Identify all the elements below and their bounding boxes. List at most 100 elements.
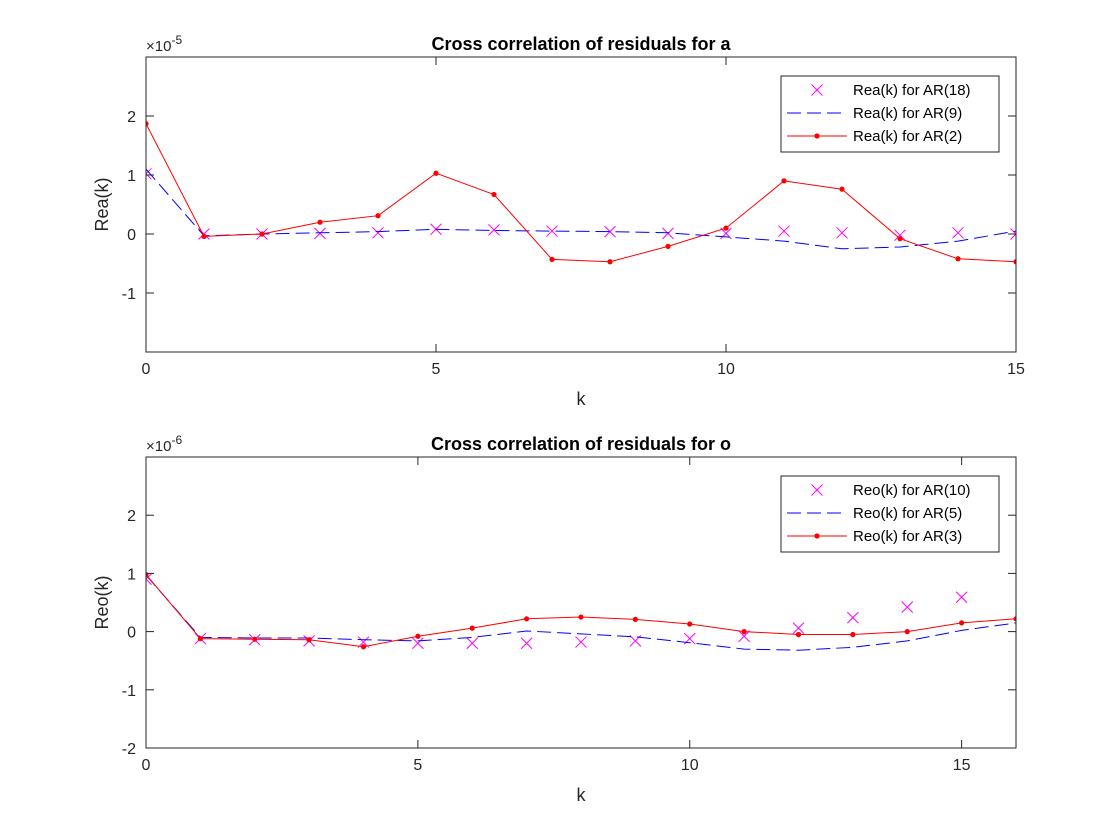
data-point-dot (375, 213, 381, 219)
data-point-x-marker (778, 225, 790, 237)
data-point-dot (317, 219, 323, 225)
data-point-dot (795, 631, 802, 638)
data-point-dot (955, 256, 961, 262)
legend-entry-label: Reo(k) for AR(5) (853, 505, 962, 522)
data-point-x-marker (662, 227, 674, 240)
data-point-dot (578, 614, 584, 620)
data-point-x-marker (412, 637, 424, 650)
x-axis-label: k (577, 785, 587, 805)
y-exponent-label: ×10-6 (146, 433, 182, 455)
data-point-dot (415, 633, 421, 639)
y-axis-label: Rea(k) (92, 177, 112, 231)
series-line-2 (146, 168, 1016, 250)
data-point-dot (259, 231, 265, 237)
data-point-dot (252, 636, 258, 642)
x-tick-label: 10 (681, 757, 699, 774)
y-tick-label: 0 (127, 625, 136, 642)
data-point-dot (360, 644, 367, 650)
data-point-x-marker (546, 225, 558, 237)
data-point-x-marker (575, 636, 587, 648)
data-point-dot (491, 191, 497, 198)
data-point-dot (433, 170, 439, 176)
data-point-dot (839, 186, 845, 192)
y-tick-label: 2 (127, 508, 136, 525)
series-line-2 (146, 574, 1016, 651)
data-point-dot (741, 629, 747, 635)
y-exponent-power: -5 (171, 33, 182, 47)
y-tick-label: -1 (122, 683, 136, 700)
data-point-x-marker (466, 637, 479, 650)
axes-box (145, 56, 1017, 353)
data-point-x-marker (372, 226, 384, 239)
chart-panel-2: 0 5 10 15 -2 -1 0 1 2 ×10-6 Cross correlation of r… (92, 433, 1017, 805)
chart-panel-1: 0 5 10 15 -1 0 1 2 ×10-5 Cross correlation of res… (92, 33, 1025, 409)
data-point-x-marker (836, 226, 848, 239)
data-point-x-marker (488, 224, 500, 236)
data-point-dot (632, 616, 638, 622)
data-point-dot (781, 178, 787, 184)
data-point-x-marker (894, 229, 906, 242)
y-tick-label: -1 (122, 286, 136, 303)
y-tick-label: 1 (127, 168, 136, 185)
legend-entry-label: Reo(k) for AR(10) (853, 482, 971, 499)
legend-swatch-dot (814, 533, 820, 539)
y-exponent-power: -6 (171, 433, 182, 447)
data-point-dot (469, 625, 475, 631)
data-point-x-marker (314, 227, 326, 240)
data-point-x-marker (146, 573, 152, 586)
data-point-x-marker (146, 167, 152, 180)
y-tick-label: -2 (122, 741, 136, 758)
legend-box (780, 475, 1000, 553)
data-point-dot (201, 233, 207, 239)
data-point-dot (306, 637, 312, 643)
series-group (146, 571, 1016, 651)
legend-swatch-dot (814, 133, 820, 139)
legend-entry-label: Rea(k) for AR(9) (853, 105, 962, 122)
data-point-dot (665, 243, 671, 249)
data-point-dot (850, 631, 856, 638)
legend-entry-label: Rea(k) for AR(18) (853, 82, 971, 99)
data-point-x-marker (847, 611, 859, 624)
x-tick-label: 15 (1007, 361, 1025, 378)
y-exponent-base: ×10 (146, 38, 171, 55)
legend: Reo(k) for AR(10) Reo(k) for AR(5) Reo(k) … (780, 475, 1000, 553)
data-point-dot (549, 256, 555, 262)
data-point-dot (1013, 616, 1016, 622)
data-point-x-marker (955, 591, 968, 604)
data-point-x-marker (520, 637, 533, 650)
legend-box (780, 75, 1000, 153)
data-point-dot (723, 225, 729, 231)
data-point-dot (904, 629, 910, 635)
legend-swatch-x-marker (811, 84, 823, 96)
y-axis-label: Reo(k) (92, 575, 112, 629)
y-tick-label: 1 (127, 566, 136, 583)
data-point-x-marker (901, 601, 914, 614)
legend-entry-label: Rea(k) for AR(2) (853, 128, 962, 145)
data-point-dot (1013, 259, 1016, 265)
data-point-dot (524, 616, 530, 622)
series-line-3 (146, 123, 1016, 263)
x-tick-label: 0 (142, 757, 151, 774)
data-point-dot (197, 635, 203, 642)
y-tick-label: 2 (127, 109, 136, 126)
y-exponent-base: ×10 (146, 438, 171, 455)
x-tick-label: 10 (717, 361, 735, 378)
data-point-x-marker (738, 630, 750, 643)
y-tick-label: 0 (127, 227, 136, 244)
x-tick-label: 5 (413, 757, 422, 774)
data-point-x-marker (1010, 228, 1016, 240)
legend: Rea(k) for AR(18) Rea(k) for AR(9) Rea(k) … (780, 75, 1000, 153)
data-point-dot (146, 121, 149, 127)
data-point-dot (607, 259, 613, 265)
y-exponent-label: ×10-5 (146, 33, 182, 55)
data-point-dot (897, 236, 903, 242)
legend-swatch-x-marker (811, 484, 823, 496)
axes-box (145, 456, 1017, 749)
data-point-x-marker (604, 225, 616, 238)
x-axis-label: k (577, 389, 587, 409)
x-tick-label: 5 (432, 361, 441, 378)
data-point-dot (687, 621, 693, 627)
series-group (146, 121, 1016, 265)
data-point-x-marker (792, 622, 805, 634)
x-tick-label: 0 (142, 361, 151, 378)
